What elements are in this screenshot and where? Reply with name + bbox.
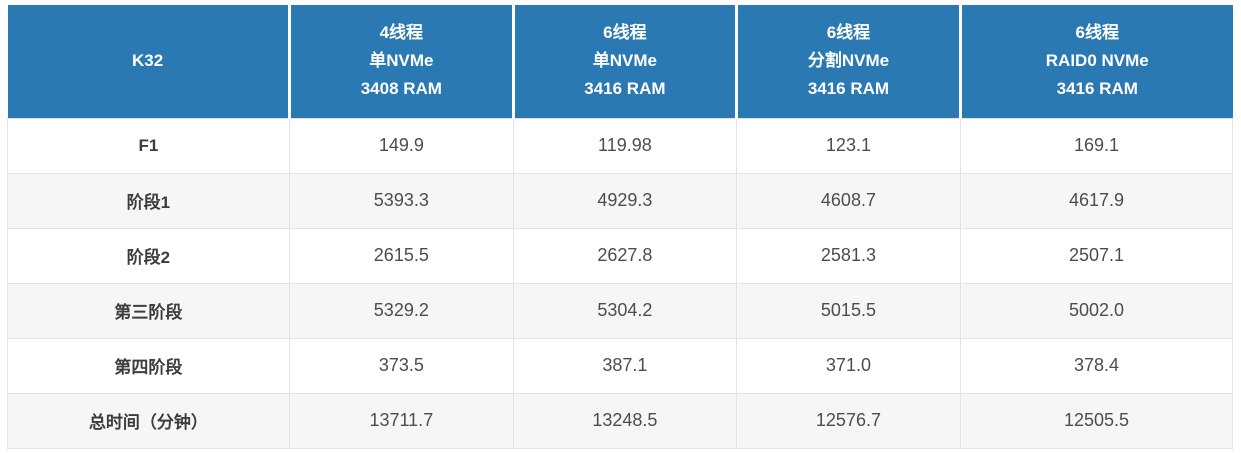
cell-value: 371.0 xyxy=(735,337,962,394)
cell-value: 13248.5 xyxy=(512,392,737,449)
cell-value: 4617.9 xyxy=(960,172,1233,229)
cell-value: 2507.1 xyxy=(960,227,1233,284)
cell-value: 378.4 xyxy=(960,337,1233,394)
row-label: 第四阶段 xyxy=(7,337,290,394)
cell-value: 5015.5 xyxy=(735,282,962,339)
row-label: 第三阶段 xyxy=(7,282,290,339)
header-row: K32 4线程 单NVMe 3408 RAM 6线程 单NVMe 3416 RA… xyxy=(7,5,1233,118)
header-cell-k32: K32 xyxy=(7,5,290,118)
cell-value: 2615.5 xyxy=(288,227,514,284)
cell-value: 169.1 xyxy=(960,117,1233,174)
header-cell-config-1: 4线程 单NVMe 3408 RAM xyxy=(287,5,514,118)
table-body: F1 149.9 119.98 123.1 169.1 阶段1 5393.3 4… xyxy=(7,117,1233,449)
cell-value: 387.1 xyxy=(512,337,737,394)
row-label: 阶段2 xyxy=(7,227,290,284)
table-row-phase2: 阶段2 2615.5 2627.8 2581.3 2507.1 xyxy=(7,227,1233,284)
table-header: K32 4线程 单NVMe 3408 RAM 6线程 单NVMe 3416 RA… xyxy=(7,5,1233,118)
cell-value: 123.1 xyxy=(735,117,962,174)
header-line: 3416 RAM xyxy=(584,79,666,99)
cell-value: 373.5 xyxy=(288,337,514,394)
header-line: 分割NVMe xyxy=(807,51,890,71)
benchmark-table-container: K32 4线程 单NVMe 3408 RAM 6线程 单NVMe 3416 RA… xyxy=(7,5,1233,449)
row-label: 总时间（分钟） xyxy=(7,392,290,449)
cell-value: 4608.7 xyxy=(735,172,962,229)
cell-value: 5393.3 xyxy=(288,172,514,229)
benchmark-table: K32 4线程 单NVMe 3408 RAM 6线程 单NVMe 3416 RA… xyxy=(7,5,1233,449)
cell-value: 119.98 xyxy=(512,117,737,174)
cell-value: 4929.3 xyxy=(512,172,737,229)
table-row-total: 总时间（分钟） 13711.7 13248.5 12576.7 12505.5 xyxy=(7,392,1233,449)
header-line: 3416 RAM xyxy=(1056,79,1138,99)
row-label: 阶段1 xyxy=(7,172,290,229)
cell-value: 5329.2 xyxy=(288,282,514,339)
cell-value: 149.9 xyxy=(288,117,514,174)
cell-value: 12576.7 xyxy=(735,392,962,449)
table-row-f1: F1 149.9 119.98 123.1 169.1 xyxy=(7,117,1233,174)
header-line: 4线程 xyxy=(379,23,424,43)
header-line: 3408 RAM xyxy=(360,79,442,99)
header-line: 3416 RAM xyxy=(807,79,890,99)
cell-value: 2581.3 xyxy=(735,227,962,284)
cell-value: 12505.5 xyxy=(960,392,1233,449)
header-line: 6线程 xyxy=(603,23,647,43)
header-line: 6线程 xyxy=(826,23,871,43)
header-line: 单NVMe xyxy=(369,51,434,71)
header-line: 单NVMe xyxy=(592,51,657,71)
header-cell-config-3: 6线程 分割NVMe 3416 RAM xyxy=(734,5,961,118)
table-row-phase1: 阶段1 5393.3 4929.3 4608.7 4617.9 xyxy=(7,172,1233,229)
table-row-phase4: 第四阶段 373.5 387.1 371.0 378.4 xyxy=(7,337,1233,394)
header-line: RAID0 NVMe xyxy=(1045,51,1149,71)
header-cell-config-4: 6线程 RAID0 NVMe 3416 RAM xyxy=(959,5,1233,118)
header-corner-label: K32 xyxy=(132,51,164,71)
header-line: 6线程 xyxy=(1075,23,1119,43)
cell-value: 5304.2 xyxy=(512,282,737,339)
header-cell-config-2: 6线程 单NVMe 3416 RAM xyxy=(511,5,737,118)
cell-value: 13711.7 xyxy=(288,392,514,449)
cell-value: 5002.0 xyxy=(960,282,1233,339)
cell-value: 2627.8 xyxy=(512,227,737,284)
row-label: F1 xyxy=(7,117,290,174)
table-row-phase3: 第三阶段 5329.2 5304.2 5015.5 5002.0 xyxy=(7,282,1233,339)
